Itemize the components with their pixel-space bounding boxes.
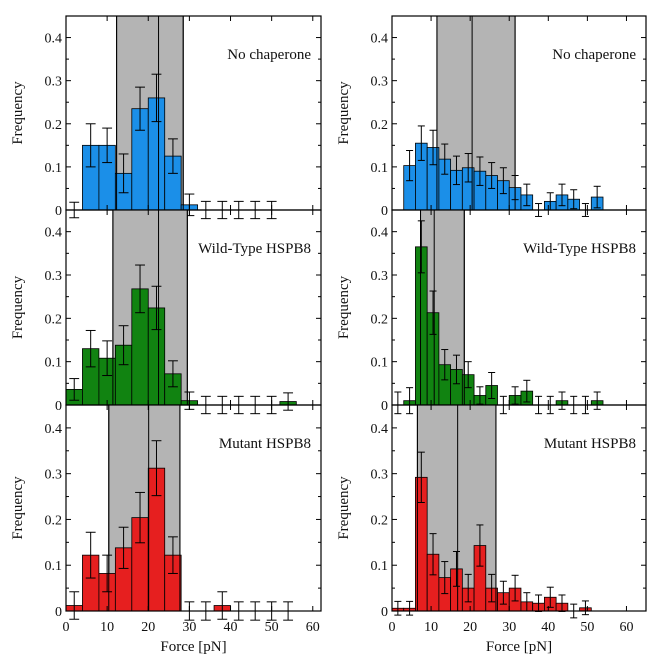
panel-frame [391, 404, 647, 612]
x-tick-label: 0 [63, 620, 70, 635]
y-tick-label: 0.2 [371, 118, 389, 133]
panel-condition-label: Mutant HSPB8 [219, 436, 311, 452]
y-tick-label: 0 [381, 204, 388, 219]
y-axis-label: Frequency [336, 275, 352, 339]
y-tick-label: 0 [55, 399, 62, 414]
y-tick-label: 0.1 [45, 161, 63, 176]
x-tick-label: 50 [580, 620, 594, 635]
y-tick-label: 0.3 [45, 269, 63, 284]
x-tick-label: 10 [424, 620, 438, 635]
x-tick-label: 20 [141, 620, 155, 635]
panel-3: 0 0.1 0.2 0.3 0.4 0 10 20 30 40 50 60 Frequency Mutan… [10, 404, 322, 635]
x-axis-label: Force [pN] [486, 639, 552, 655]
y-tick-label: 0.4 [371, 32, 389, 47]
y-tick-label: 0.2 [45, 312, 63, 327]
x-tick-label: 10 [100, 620, 114, 635]
y-tick-label: 0.4 [45, 422, 63, 437]
panel-condition-label: Mutant HSPB8 [544, 436, 636, 452]
y-tick-label: 0.4 [371, 226, 389, 241]
y-tick-label: 0.1 [371, 559, 389, 574]
x-tick-label: 20 [463, 620, 477, 635]
y-tick-label: 0.2 [45, 118, 63, 133]
y-tick-label: 0.2 [371, 513, 389, 528]
panel-2: 0 0.1 0.2 0.3 0.4 Frequency Wild-Type HSPB8 [10, 209, 322, 415]
y-tick-label: 0.1 [371, 356, 389, 371]
x-tick-label: 40 [224, 620, 238, 635]
panel-5: 0 0.1 0.2 0.3 0.4 Frequency Wild-Type HSPB8 [336, 209, 647, 415]
y-tick-label: 0.3 [371, 75, 389, 90]
panel-condition-label: No chaperone [552, 47, 636, 63]
y-tick-label: 0.4 [45, 32, 63, 47]
y-tick-label: 0.1 [45, 559, 63, 574]
panel-condition-label: Wild-Type HSPB8 [523, 241, 636, 257]
y-tick-label: 0.3 [371, 269, 389, 284]
x-tick-label: 40 [541, 620, 555, 635]
x-axis-label: Force [pN] [160, 639, 226, 655]
y-axis-label: Frequency [336, 81, 352, 145]
panel-1: 0 0.1 0.2 0.3 0.4 Frequency No chaperone [10, 15, 322, 220]
y-tick-label: 0.3 [45, 75, 63, 90]
x-tick-label: 60 [306, 620, 320, 635]
y-tick-label: 0.4 [45, 226, 63, 241]
y-tick-label: 0.3 [45, 468, 63, 483]
y-tick-label: 0.4 [371, 422, 389, 437]
y-tick-label: 0 [381, 399, 388, 414]
y-axis-label: Frequency [10, 81, 26, 145]
x-tick-label: 50 [265, 620, 279, 635]
x-tick-label: 0 [389, 620, 396, 635]
y-tick-label: 0.1 [45, 356, 63, 371]
y-tick-label: 0.1 [371, 161, 389, 176]
panel-frame [65, 404, 322, 612]
x-tick-label: 30 [182, 620, 196, 635]
y-axis-label: Frequency [10, 275, 26, 339]
y-axis-label: Frequency [10, 476, 26, 540]
panel-6: 0 0.1 0.2 0.3 0.4 0 10 20 30 40 50 60 Frequency Mutan… [336, 404, 647, 635]
y-axis-label: Frequency [336, 476, 352, 540]
y-tick-label: 0 [55, 204, 62, 219]
y-tick-label: 0 [381, 605, 388, 620]
panel-condition-label: Wild-Type HSPB8 [198, 241, 311, 257]
y-tick-label: 0.2 [371, 312, 389, 327]
x-tick-label: 30 [502, 620, 516, 635]
panel-4: 0 0.1 0.2 0.3 0.4 Frequency No chaperone [336, 15, 647, 219]
y-tick-label: 0.2 [45, 513, 63, 528]
y-tick-label: 0.3 [371, 468, 389, 483]
x-tick-label: 60 [619, 620, 633, 635]
panel-condition-label: No chaperone [227, 47, 311, 63]
y-tick-label: 0 [55, 605, 62, 620]
